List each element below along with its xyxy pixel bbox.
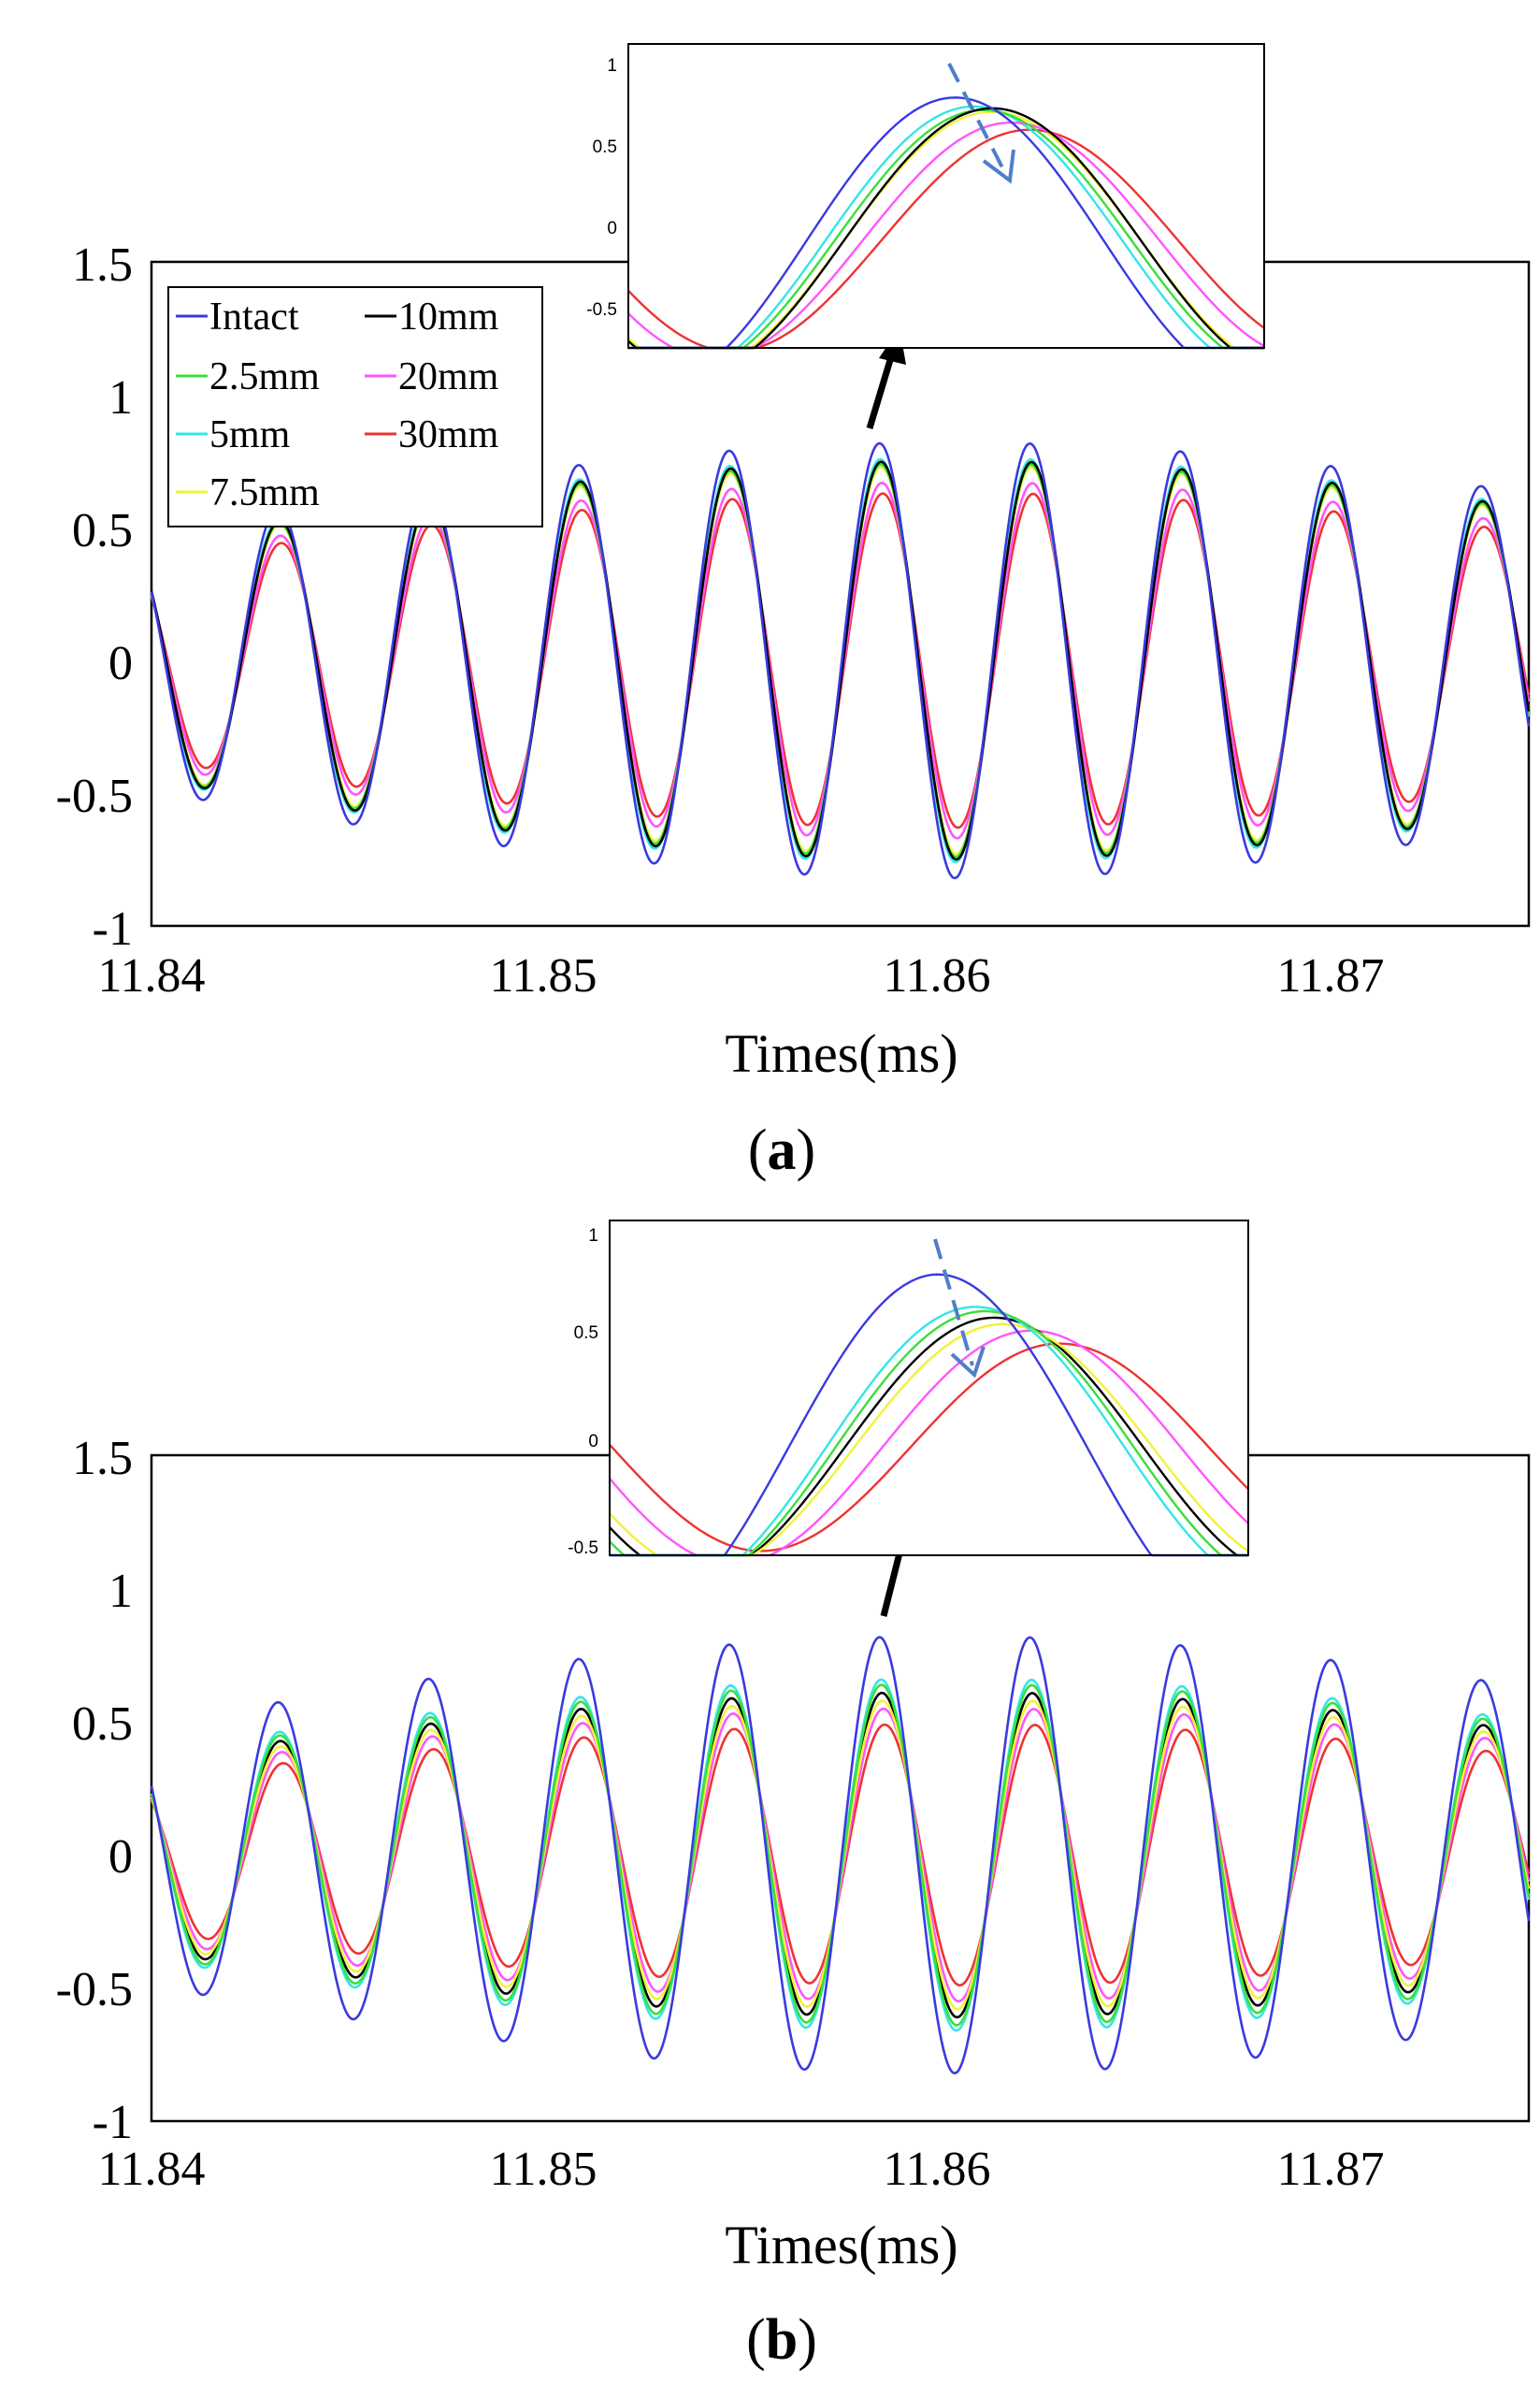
panel-a-inset-ytick: 1 [607,56,617,76]
panel-b-caption-open: ( [746,2308,766,2372]
panel-a-series-intact [150,441,1531,880]
legend-label-5mm: 5mm [209,413,291,456]
panel-b-series [150,1636,1531,2074]
panel-a-ytick: 0.5 [72,504,133,557]
panel-b-caption-close: ) [798,2308,817,2372]
panel-b-caption: (b) [746,2308,817,2372]
panel-a-xtick: 11.86 [883,949,990,1003]
panel-b-xtick: 11.86 [883,2143,990,2196]
panel-a-caption-close: ) [797,1119,816,1182]
panel-b-ytick: -0.5 [56,1963,133,2016]
panel-b-trend-arrow-head [950,1346,986,1379]
panel-a-xtick: 11.87 [1276,949,1384,1003]
panel-b-caption-letter: b [766,2308,798,2372]
panel-a-ytick: 1 [108,371,133,425]
panel-a-trend-arrow-head [982,149,1015,184]
panel-b-xtick: 11.84 [97,2143,205,2196]
panel-a-series [150,441,1531,880]
panel-b-series-intact [150,1636,1531,2074]
panel-b-ytick: 1.5 [72,1432,133,1485]
panel-a-caption-open: ( [748,1119,768,1182]
panel-a-inset: 1 0.5 0 -0.5 [586,43,1265,350]
panel-b: 1.5 1 0.5 0 -0.5 -1 11.84 11.85 11.86 11… [56,1220,1531,2372]
panel-a-xlabel: Times(ms) [725,1023,957,1084]
panel-a-inset-box [627,43,1265,349]
panel-a: 1.5 1 0.5 0 -0.5 -1 11.84 11.85 11.86 11… [56,43,1531,1182]
panel-a-xtick: 11.85 [489,949,597,1003]
panel-a-caption: (a) [748,1119,815,1182]
panel-b-trend-arrow-shaft [933,1238,974,1366]
panel-b-ytick: 0 [108,1830,133,1884]
panel-a-arrow-shaft [866,349,897,430]
panel-a-inset-ytick: 0.5 [593,137,617,157]
panel-a-inset-ytick: 0 [607,219,617,238]
legend-label-2-5mm: 2.5mm [209,355,320,398]
panel-b-xlabel: Times(ms) [725,2215,957,2275]
panel-b-ytick: 0.5 [72,1697,133,1751]
panel-a-xtick: 11.84 [97,949,205,1003]
panel-a-inset-series-intact [628,96,1264,350]
panel-b-ytick: -1 [93,2096,133,2149]
panel-a-legend: Intact 10mm 2.5mm 20mm 5mm 30mm 7.5mm [167,286,543,527]
legend-label-intact: Intact [209,296,299,339]
panel-b-inset-ytick: 0.5 [574,1323,598,1343]
panel-b-inset-ytick: 1 [588,1226,598,1246]
panel-a-legend-box [167,286,543,527]
panel-b-inset-ytick: 0 [588,1432,598,1451]
panel-a-inset-background [628,44,1264,348]
panel-a-ytick: -1 [93,902,133,956]
panel-b-ytick: 1 [108,1565,133,1618]
panel-b-inset-box [609,1220,1249,1556]
panel-b-xtick: 11.85 [489,2143,597,2196]
panel-a-ytick: -0.5 [56,770,133,823]
panel-b-inset: 1 0.5 0 -0.5 [568,1220,1249,1558]
panel-a-ytick: 1.5 [72,238,133,292]
panel-a-caption-letter: a [768,1119,797,1182]
panel-b-inset-ytick: -0.5 [568,1538,598,1558]
panel-a-ytick: 0 [108,637,133,690]
legend-label-20mm: 20mm [398,355,499,398]
panel-b-xtick: 11.87 [1276,2143,1384,2196]
legend-label-30mm: 30mm [398,413,499,456]
panel-b-inset-series-30mm [609,1342,1249,1552]
panel-a-trend-arrow-shaft [947,63,1007,174]
panel-a-inset-ytick: -0.5 [586,300,617,320]
legend-label-10mm: 10mm [398,296,499,339]
legend-label-7-5mm: 7.5mm [209,471,320,514]
